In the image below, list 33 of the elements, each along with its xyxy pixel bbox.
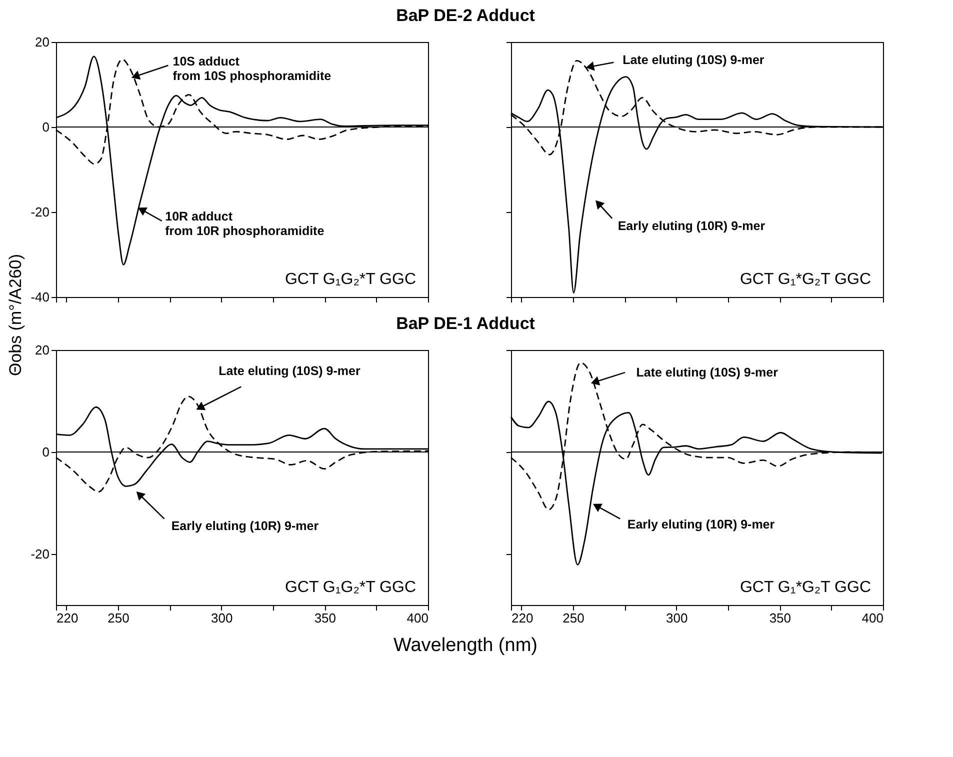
x-tick-label: 400 (862, 610, 884, 626)
x-tick-label: 350 (769, 610, 792, 626)
y-tick-label: 0 (42, 120, 50, 134)
y-tick-label: 20 (35, 34, 50, 50)
x-tick-label: 300 (666, 610, 688, 626)
annotation: Early eluting (10R) 9-mer (627, 517, 775, 532)
annotation: Late eluting (10S) 9-mer (218, 364, 360, 378)
annotation: 10R adduct from 10R phosphoramidite (165, 210, 324, 238)
y-tick-label: 0 (42, 444, 50, 460)
x-tick-label: 220 (56, 610, 78, 626)
y-tick-label: -20 (30, 204, 50, 220)
y-tick-label: 20 (35, 342, 50, 358)
text: BaP DE-1 Adduct (396, 314, 536, 333)
annotation: Early eluting (10R) 9-mer (171, 518, 319, 533)
x-tick-label: 250 (562, 610, 584, 626)
x-tick-label: 220 (512, 610, 534, 626)
x-axis-title: Wavelength (nm) (394, 635, 538, 656)
text: BaP DE-2 Adduct (396, 6, 536, 25)
annotation: 10S adduct from 10S phosphoramidite (172, 54, 332, 84)
x-tick-label: 350 (314, 610, 336, 626)
annotation: Late eluting (10S) 9-mer (636, 365, 778, 380)
annotation: GCT G₁*G₂T GGC (740, 271, 871, 288)
y-tick-label: -20 (30, 546, 50, 562)
x-tick-label: 250 (108, 610, 130, 626)
annotation: Early eluting (10R) 9-mer (618, 219, 766, 234)
annotation: GCT G₁*G₂T GGC (740, 579, 871, 596)
annotation: GCT G₁G₂*T GGC (284, 579, 416, 596)
y-tick-label: -40 (30, 290, 50, 304)
y-axis-title: Θobs (m°/A260) (6, 254, 25, 376)
x-tick-label: 300 (210, 610, 233, 626)
annotation: GCT G₁G₂*T GGC (284, 271, 416, 288)
x-tick-label: 400 (406, 610, 428, 626)
annotation: Late eluting (10S) 9-mer (622, 52, 764, 67)
